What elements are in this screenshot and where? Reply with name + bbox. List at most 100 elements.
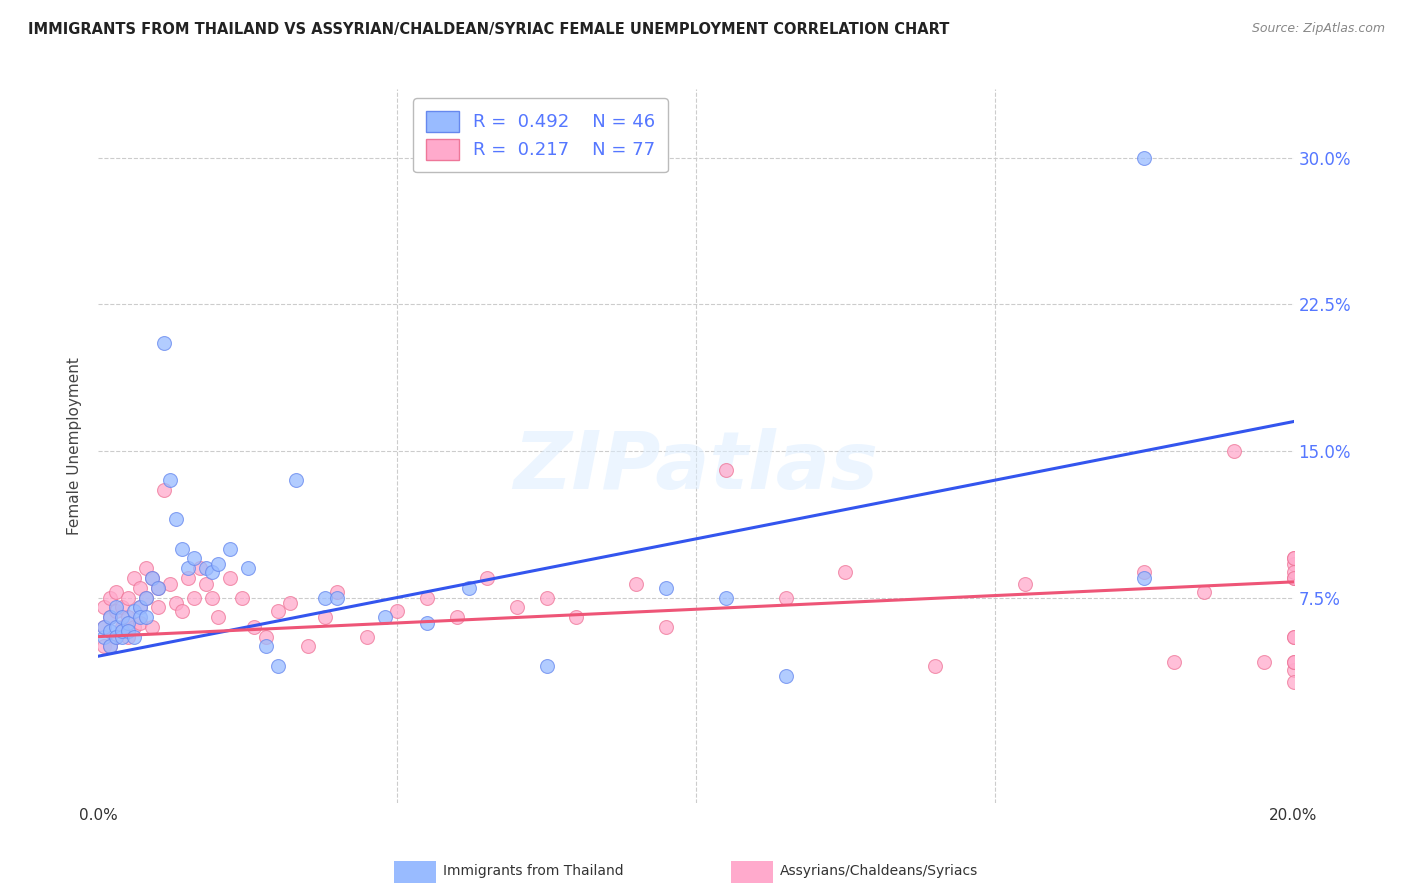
Point (834, 565, 856, 579)
Point (1282, 571, 1305, 585)
Point (135, 610, 157, 624)
Point (385, 604, 409, 618)
Point (100, 610, 122, 624)
Point (626, 577, 648, 591)
Point (219, 571, 242, 585)
Point (315, 591, 337, 605)
Point (177, 561, 200, 575)
Point (446, 610, 468, 624)
Point (1282, 565, 1305, 579)
Point (135, 591, 157, 605)
Point (105, 604, 128, 618)
Point (655, 581, 678, 595)
Point (775, 669, 797, 683)
Point (775, 591, 797, 605)
Point (100, 591, 122, 605)
Point (1282, 551, 1305, 566)
Point (148, 581, 170, 595)
Y-axis label: Female Unemployment: Female Unemployment (67, 357, 83, 535)
Point (267, 659, 290, 673)
Point (195, 577, 218, 591)
Point (326, 584, 349, 599)
Point (111, 624, 134, 638)
Point (924, 659, 946, 673)
Point (1133, 151, 1156, 165)
Point (165, 512, 187, 526)
Point (1133, 571, 1156, 585)
Point (111, 624, 134, 638)
Point (117, 630, 139, 644)
Point (111, 620, 134, 634)
Point (1253, 655, 1275, 669)
Point (1282, 630, 1305, 644)
Point (93, 630, 115, 644)
Point (124, 604, 146, 618)
Point (1282, 571, 1305, 585)
Point (188, 561, 211, 575)
Point (100, 610, 122, 624)
Point (278, 596, 301, 610)
Point (93, 640, 115, 654)
Point (1163, 655, 1185, 669)
Point (105, 620, 128, 634)
Point (1282, 655, 1305, 669)
Point (1282, 558, 1305, 572)
Legend: R =  0.492    N = 46, R =  0.217    N = 77: R = 0.492 N = 46, R = 0.217 N = 77 (413, 98, 668, 172)
Point (284, 473, 307, 487)
Point (374, 610, 396, 624)
Point (111, 610, 134, 624)
Point (1223, 443, 1246, 458)
Point (129, 610, 152, 624)
Point (141, 620, 163, 634)
Point (201, 565, 224, 579)
Point (148, 600, 170, 615)
Point (100, 624, 122, 638)
Point (117, 615, 139, 630)
Point (183, 551, 205, 566)
Text: ZIPatlas: ZIPatlas (513, 428, 879, 507)
Point (243, 620, 266, 634)
Point (201, 591, 224, 605)
Point (1282, 674, 1305, 689)
Point (1133, 565, 1156, 579)
Point (153, 336, 176, 351)
Point (714, 591, 737, 605)
Point (207, 610, 229, 624)
Point (129, 600, 152, 615)
Point (315, 610, 337, 624)
Point (159, 577, 181, 591)
Point (267, 604, 290, 618)
Point (105, 584, 128, 599)
Point (254, 630, 277, 644)
Point (231, 591, 253, 605)
Point (475, 571, 498, 585)
Point (117, 624, 139, 638)
Point (117, 591, 139, 605)
Point (297, 640, 319, 654)
Point (416, 591, 439, 605)
Point (129, 615, 152, 630)
Point (714, 463, 737, 477)
Text: Source: ZipAtlas.com: Source: ZipAtlas.com (1251, 22, 1385, 36)
Point (117, 610, 139, 624)
Point (536, 659, 558, 673)
Point (124, 630, 146, 644)
Point (506, 600, 529, 615)
Text: IMMIGRANTS FROM THAILAND VS ASSYRIAN/CHALDEAN/SYRIAC FEMALE UNEMPLOYMENT CORRELA: IMMIGRANTS FROM THAILAND VS ASSYRIAN/CHA… (28, 22, 949, 37)
Point (111, 600, 134, 615)
Point (153, 483, 176, 497)
Point (1282, 630, 1305, 644)
Point (207, 558, 229, 572)
Point (172, 604, 194, 618)
Point (326, 591, 349, 605)
Point (356, 630, 378, 644)
Point (254, 640, 277, 654)
Point (105, 600, 128, 615)
Point (100, 640, 122, 654)
Point (195, 561, 218, 575)
Point (135, 561, 157, 575)
Point (111, 630, 134, 644)
Point (177, 571, 200, 585)
Point (93, 620, 115, 634)
Point (100, 640, 122, 654)
